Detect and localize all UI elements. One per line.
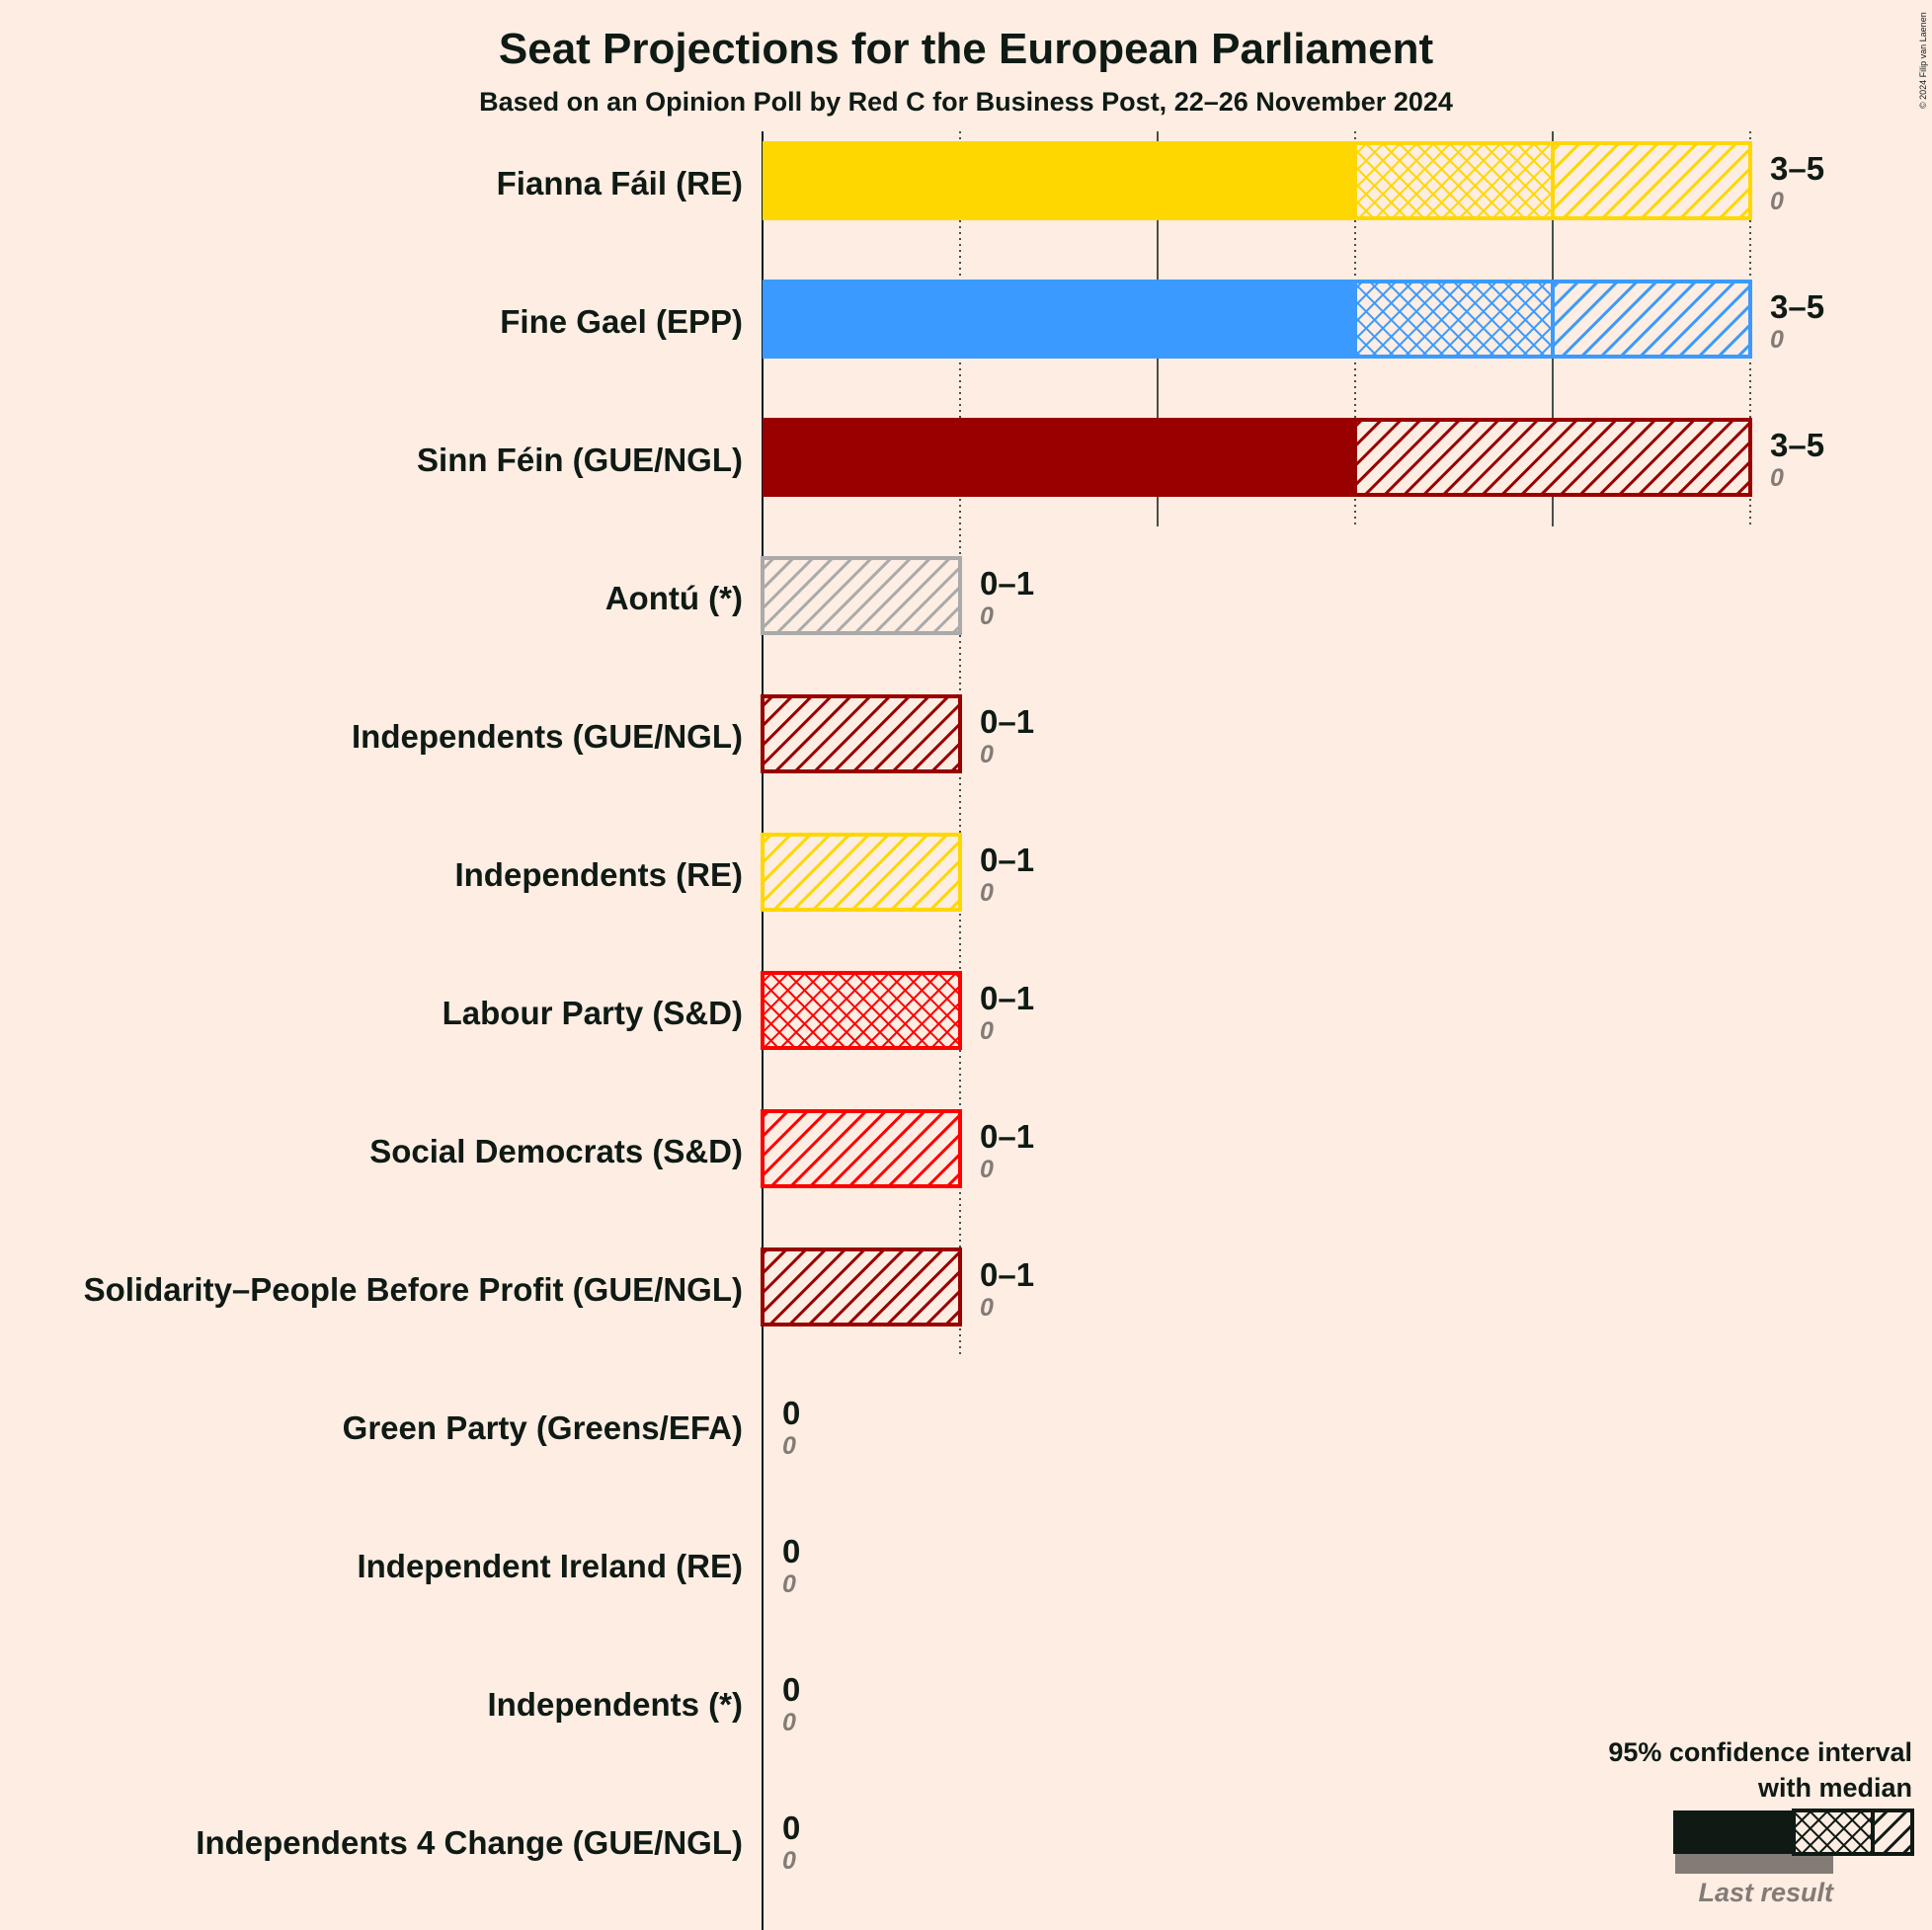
range-label: 0–1 [980, 703, 1034, 740]
copyright-note: © 2024 Filip van Laenen [1918, 12, 1928, 109]
legend-title-line2: with median [1757, 1773, 1912, 1803]
legend-last-result-bar [1675, 1852, 1833, 1874]
hatched-segment [1551, 141, 1752, 220]
party-name: Fine Gael (EPP) [500, 303, 743, 340]
party-row: Independents (RE) 0–10 [454, 833, 1034, 912]
chart-title: Seat Projections for the European Parlia… [499, 25, 1434, 73]
legend-hatch-segment [1871, 1809, 1914, 1856]
party-row: Solidarity–People Before Profit (GUE/NGL… [84, 1247, 1034, 1327]
median-crosshatch-segment [1353, 141, 1555, 220]
range-label: 3–5 [1770, 150, 1824, 187]
party-row: Fianna Fáil (RE) 3–50 [497, 141, 1824, 220]
party-name: Independent Ireland (RE) [357, 1548, 743, 1584]
range-label: 0 [782, 1671, 800, 1708]
party-row: Green Party (Greens/EFA) 00 [343, 1395, 801, 1460]
hatched-segment [761, 833, 962, 912]
hatched-segment [761, 694, 962, 773]
last-result-label: 0 [980, 1156, 994, 1183]
party-name: Sinn Féin (GUE/NGL) [417, 442, 743, 478]
solid-segment [763, 418, 1355, 497]
party-name: Independents (GUE/NGL) [352, 718, 743, 755]
party-row: Independent Ireland (RE) 00 [357, 1533, 800, 1598]
range-label: 0–1 [980, 1256, 1034, 1293]
last-result-label: 0 [980, 603, 994, 630]
party-name: Independents 4 Change (GUE/NGL) [196, 1824, 743, 1861]
range-label: 0–1 [980, 842, 1034, 878]
legend-last-result-label: Last result [1698, 1878, 1834, 1907]
hatched-segment [761, 1109, 962, 1188]
solid-segment [763, 280, 1355, 359]
hatched-segment [761, 556, 962, 635]
legend: 95% confidence interval with median Last… [1608, 1737, 1914, 1907]
party-name: Aontú (*) [605, 580, 743, 616]
party-row: Independents 4 Change (GUE/NGL) 00 [196, 1809, 800, 1875]
party-name: Independents (RE) [454, 856, 743, 893]
party-row: Aontú (*) 0–10 [605, 556, 1034, 635]
range-label: 0–1 [980, 565, 1034, 602]
last-result-label: 0 [782, 1432, 796, 1460]
party-row: Labour Party (S&D) 0–10 [443, 971, 1034, 1050]
party-name: Independents (*) [487, 1686, 743, 1723]
legend-title-line1: 95% confidence interval [1608, 1737, 1912, 1767]
hatched-segment [1551, 280, 1752, 359]
median-crosshatch-segment [761, 971, 962, 1050]
median-crosshatch-segment [1353, 280, 1555, 359]
last-result-label: 0 [782, 1709, 796, 1736]
hatched-segment [761, 1247, 962, 1327]
chart-subtitle: Based on an Opinion Poll by Red C for Bu… [479, 87, 1453, 117]
range-label: 0 [782, 1395, 800, 1431]
range-label: 3–5 [1770, 427, 1824, 463]
last-result-label: 0 [782, 1570, 796, 1598]
party-name: Labour Party (S&D) [443, 995, 743, 1031]
last-result-label: 0 [980, 1017, 994, 1045]
party-row: Independents (GUE/NGL) 0–10 [352, 694, 1034, 773]
party-name: Green Party (Greens/EFA) [343, 1409, 743, 1446]
party-row: Sinn Féin (GUE/NGL) 3–50 [417, 418, 1824, 497]
party-row: Independents (*) 00 [487, 1671, 800, 1736]
range-label: 3–5 [1770, 288, 1824, 325]
range-label: 0 [782, 1533, 800, 1569]
solid-segment [763, 141, 1355, 220]
last-result-label: 0 [980, 741, 994, 768]
party-name: Fianna Fáil (RE) [497, 165, 743, 201]
last-result-label: 0 [1770, 464, 1784, 492]
last-result-label: 0 [1770, 188, 1784, 215]
range-label: 0–1 [980, 1118, 1034, 1155]
party-name: Social Democrats (S&D) [369, 1133, 743, 1169]
party-row: Fine Gael (EPP) 3–50 [500, 280, 1824, 359]
hatched-segment [1353, 418, 1752, 497]
party-name: Solidarity–People Before Profit (GUE/NGL… [84, 1271, 743, 1308]
last-result-label: 0 [782, 1847, 796, 1875]
last-result-label: 0 [980, 879, 994, 907]
last-result-label: 0 [980, 1294, 994, 1322]
range-label: 0–1 [980, 980, 1034, 1016]
legend-solid-segment [1673, 1810, 1794, 1854]
range-label: 0 [782, 1809, 800, 1846]
legend-crosshatch-segment [1792, 1809, 1875, 1856]
party-row: Social Democrats (S&D) 0–10 [369, 1109, 1034, 1188]
last-result-label: 0 [1770, 326, 1784, 354]
